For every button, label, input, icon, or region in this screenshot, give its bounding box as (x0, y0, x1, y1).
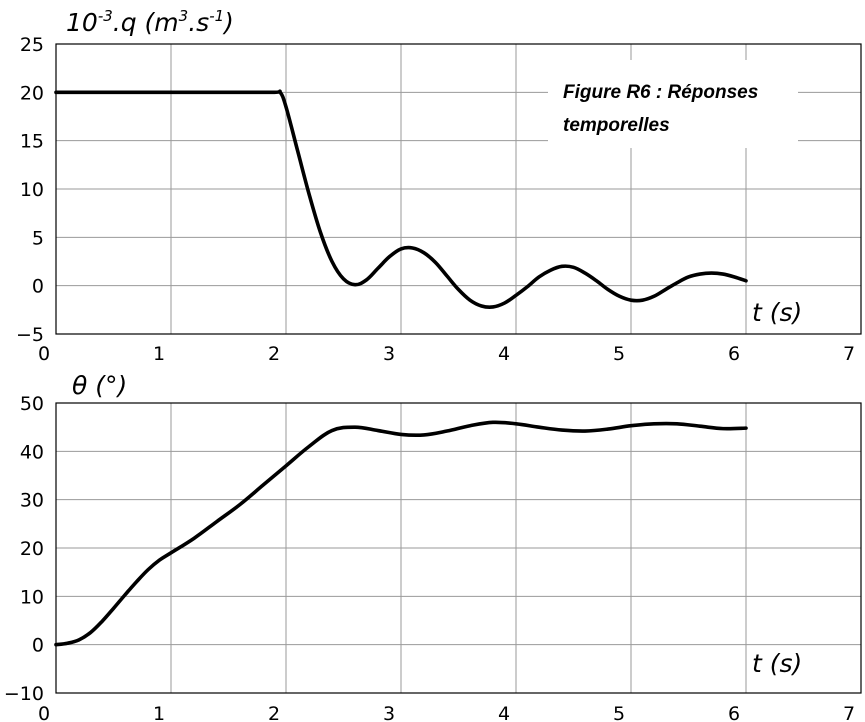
angle-x-tick-label: 0 (38, 703, 50, 722)
angle-series-line (54, 420, 748, 647)
flow-rate-x-tick-label: 7 (843, 343, 855, 365)
flow-rate-y-axis-label: 10-3.q (m3.s-1) (66, 7, 234, 37)
angle-x-tick-label: 7 (843, 703, 855, 722)
angle-y-tick-label: 40 (20, 441, 44, 463)
flow-rate-y-tick-label: 10 (20, 179, 44, 201)
flow-rate-x-tick-label: 4 (498, 343, 510, 365)
flow-rate-series-line (54, 89, 748, 309)
flow-rate-y-tick-label: 0 (32, 276, 44, 298)
flow-rate-plot-frame (55, 43, 862, 335)
flow-rate-x-tick-label: 2 (268, 343, 280, 365)
angle-y-tick-label: −10 (4, 683, 44, 705)
angle-x-axis-label: t (s) (752, 649, 802, 678)
flow-rate-y-tick-label: 20 (20, 82, 44, 104)
angle-y-tick-label: 30 (20, 490, 44, 512)
flow-rate-x-tick-label: 5 (613, 343, 625, 365)
angle-x-tick-labels: 0 1 2 3 4 5 6 7 (38, 703, 855, 722)
angle-y-tick-label: 10 (20, 586, 44, 608)
angle-x-tick-label: 6 (728, 703, 740, 722)
ylabel-exp2: 3 (179, 7, 189, 25)
angle-y-tick-label: 50 (20, 393, 44, 415)
angle-x-tick-label: 2 (268, 703, 280, 722)
angle-x-tick-label: 1 (153, 703, 165, 722)
flow-rate-x-tick-label: 3 (383, 343, 395, 365)
flow-rate-y-tick-labels: 25 20 15 10 5 0 −5 (16, 34, 44, 346)
ylabel-mid2: .s (188, 8, 209, 37)
flow-rate-y-tick-label: 25 (20, 34, 44, 56)
figure-annotation-line-1: Figure R6 : Réponses (563, 82, 758, 103)
angle-y-tick-label: 0 (32, 635, 44, 657)
flow-rate-x-tick-label: 6 (728, 343, 740, 365)
ylabel-exp3: -1 (209, 7, 224, 25)
flow-rate-x-tick-label: 0 (38, 343, 50, 365)
flow-rate-y-tick-label: 15 (20, 131, 44, 153)
ylabel-mid: .q (m (113, 8, 179, 37)
flow-rate-y-tick-label: 5 (32, 227, 44, 249)
annotation-background (548, 60, 798, 148)
angle-x-tick-label: 5 (613, 703, 625, 722)
ylabel-exp1: -3 (98, 7, 113, 25)
flow-rate-y-tick-label: −5 (16, 324, 44, 346)
angle-plot-frame (55, 402, 862, 694)
flow-rate-x-tick-label: 1 (153, 343, 165, 365)
angle-x-tick-label: 4 (498, 703, 510, 722)
ylabel-end: ) (222, 8, 234, 37)
ylabel-base: 10 (66, 8, 98, 37)
angle-grid (56, 403, 861, 693)
flow-rate-x-axis-label: t (s) (752, 298, 802, 327)
angle-x-tick-label: 3 (383, 703, 395, 722)
figure-annotation-line-2: temporelles (563, 115, 670, 136)
angle-y-axis-label: θ (°) (72, 371, 127, 400)
angle-y-tick-labels: 50 40 30 20 10 0 −10 (4, 393, 44, 705)
flow-rate-x-tick-labels: 0 1 2 3 4 5 6 7 (38, 343, 855, 365)
angle-y-tick-label: 20 (20, 538, 44, 560)
